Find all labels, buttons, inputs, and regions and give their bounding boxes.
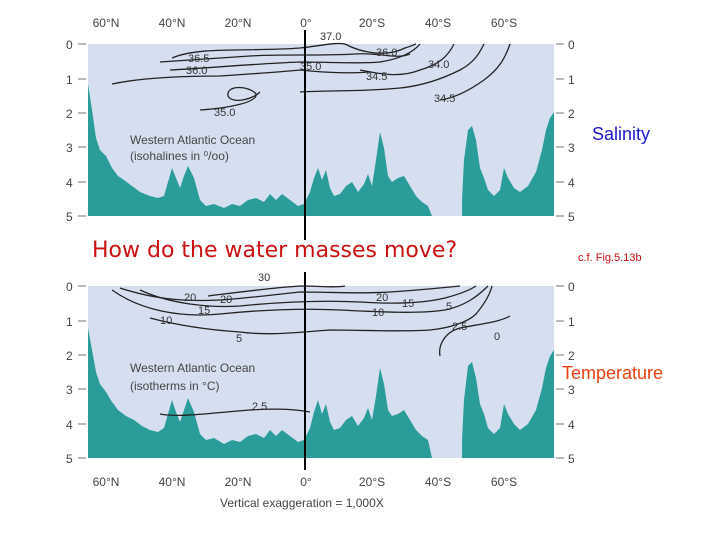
isotherm-label: 10 — [160, 315, 172, 327]
salinity-tick-marks — [78, 43, 564, 217]
depth-tick-label: 1 — [66, 73, 73, 87]
depth-tick-label: 3 — [568, 383, 575, 397]
depth-tick-label: 2 — [66, 349, 73, 363]
latitude-tick-label: 20°S — [359, 475, 385, 489]
latitude-tick-label: 0° — [300, 16, 312, 30]
isohaline-label: 34.5 — [366, 71, 387, 83]
latitude-tick-label: 20°S — [359, 16, 385, 30]
latitude-tick-label: 40°N — [159, 475, 186, 489]
isohaline-label: 35.0 — [300, 61, 321, 73]
temperature-panel: 30 20 20 15 10 5 20 15 10 5 2.5 0 2.5 We… — [66, 272, 575, 510]
depth-tick-label: 3 — [66, 141, 73, 155]
latitude-tick-label: 40°S — [425, 475, 451, 489]
vertical-exaggeration-note: Vertical exaggeration = 1,000X — [220, 496, 384, 510]
depth-tick-label: 0 — [66, 280, 73, 294]
salinity-depth-axis-left: 0 1 2 3 4 5 — [66, 38, 73, 224]
depth-tick-label: 5 — [568, 452, 575, 466]
isotherm-label: 0 — [494, 331, 500, 343]
latitude-tick-label: 40°S — [425, 16, 451, 30]
salinity-latitude-axis: 60°N 40°N 20°N 0° 20°S 40°S 60°S — [93, 16, 517, 30]
depth-tick-label: 4 — [66, 176, 73, 190]
latitude-tick-label: 60°S — [491, 475, 517, 489]
temperature-panel-subtitle: (isotherms in °C) — [130, 379, 219, 393]
latitude-tick-label: 20°N — [225, 16, 252, 30]
depth-tick-label: 1 — [66, 315, 73, 329]
isohaline-label: 34.0 — [428, 59, 449, 71]
isohaline-label: 36.5 — [188, 53, 209, 65]
temperature-tick-marks — [78, 285, 564, 459]
depth-tick-label: 1 — [568, 315, 575, 329]
figure-reference: c.f. Fig.5.13b — [578, 252, 642, 264]
salinity-contour-labels: 37.0 36.5 36.0 35.0 36.0 34.0 34.5 34.5 … — [186, 31, 455, 119]
isotherm-label: 2.5 — [452, 321, 467, 333]
isotherm-label: 30 — [258, 272, 270, 284]
isotherm-label: 15 — [198, 305, 210, 317]
salinity-label: Salinity — [592, 124, 651, 144]
latitude-tick-label: 60°N — [93, 475, 120, 489]
depth-tick-label: 2 — [568, 107, 575, 121]
depth-tick-label: 5 — [66, 210, 73, 224]
isohaline-label: 36.0 — [376, 47, 397, 59]
question-text: How do the water masses move? — [92, 238, 458, 263]
latitude-tick-label: 20°N — [225, 475, 252, 489]
salinity-panel-subtitle: (isohalines in ⁰/oo) — [130, 149, 229, 163]
temperature-latitude-axis: 60°N 40°N 20°N 0° 20°S 40°S 60°S — [93, 475, 517, 489]
isohaline-label: 37.0 — [320, 31, 341, 43]
isotherm-label: 5 — [446, 301, 452, 313]
depth-tick-label: 3 — [66, 383, 73, 397]
depth-tick-label: 5 — [66, 452, 73, 466]
salinity-isohalines — [111, 42, 511, 111]
isotherm-label: 20 — [376, 292, 388, 304]
latitude-tick-label: 60°S — [491, 16, 517, 30]
temperature-contour-labels: 30 20 20 15 10 5 20 15 10 5 2.5 0 2.5 — [160, 272, 500, 413]
temperature-isotherms — [111, 285, 511, 416]
depth-tick-label: 5 — [568, 210, 575, 224]
isotherm-label: 10 — [372, 307, 384, 319]
salinity-seafloor — [88, 84, 554, 216]
latitude-tick-label: 0° — [300, 475, 312, 489]
isotherm-label: 5 — [236, 333, 242, 345]
isohaline-label: 35.0 — [214, 107, 235, 119]
latitude-tick-label: 40°N — [159, 16, 186, 30]
depth-tick-label: 1 — [568, 73, 575, 87]
depth-tick-label: 4 — [568, 418, 575, 432]
temperature-panel-title: Western Atlantic Ocean — [130, 361, 255, 375]
salinity-panel-title: Western Atlantic Ocean — [130, 133, 255, 147]
temperature-depth-axis-left: 0 1 2 3 4 5 — [66, 280, 73, 466]
isotherm-label: 15 — [402, 298, 414, 310]
depth-tick-label: 0 — [568, 38, 575, 52]
isotherm-label: 20 — [220, 294, 232, 306]
depth-tick-label: 2 — [568, 349, 575, 363]
temperature-depth-axis-right: 0 1 2 3 4 5 — [568, 280, 575, 466]
isotherm-label: 20 — [184, 292, 196, 304]
salinity-panel: 37.0 36.5 36.0 35.0 36.0 34.0 34.5 34.5 … — [66, 16, 575, 224]
depth-tick-label: 3 — [568, 141, 575, 155]
depth-tick-label: 2 — [66, 107, 73, 121]
depth-tick-label: 0 — [568, 280, 575, 294]
isohaline-label: 36.0 — [186, 65, 207, 77]
depth-tick-label: 4 — [568, 176, 575, 190]
temperature-seafloor — [88, 328, 554, 458]
temperature-label: Temperature — [562, 363, 664, 383]
depth-tick-label: 0 — [66, 38, 73, 52]
isotherm-label: 2.5 — [252, 401, 267, 413]
isohaline-label: 34.5 — [434, 93, 455, 105]
salinity-depth-axis-right: 0 1 2 3 4 5 — [568, 38, 575, 224]
depth-tick-label: 4 — [66, 418, 73, 432]
latitude-tick-label: 60°N — [93, 16, 120, 30]
